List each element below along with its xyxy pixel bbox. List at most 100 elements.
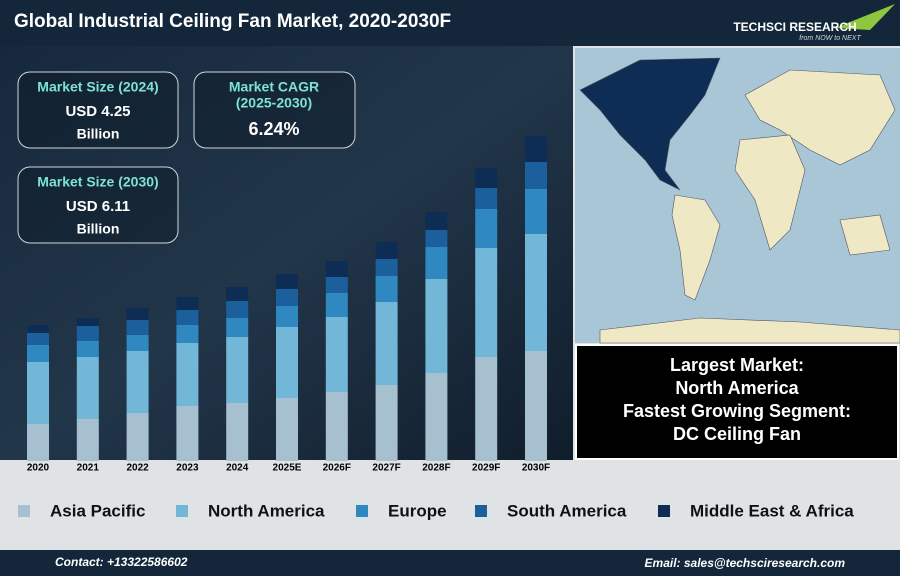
info-line: Largest Market: [670, 355, 804, 375]
legend-swatch [356, 505, 368, 517]
legend-swatch [475, 505, 487, 517]
bar-segment [425, 373, 448, 461]
bar-segment [226, 287, 249, 301]
info-line: North America [675, 378, 799, 398]
bar-segment [325, 277, 348, 293]
bar-segment [525, 234, 547, 351]
bar-segment [276, 289, 298, 306]
kpi-boxes [17, 71, 356, 244]
bar-segment [475, 209, 498, 248]
bar-segment [325, 392, 348, 461]
x-tick-label: 2030F [522, 463, 550, 474]
bar-segment [27, 333, 49, 345]
bar-segment [76, 326, 99, 341]
bar-segment [176, 406, 199, 461]
x-tick-label: 2028F [422, 463, 450, 474]
legend-swatch [176, 505, 188, 517]
bar-segment [276, 274, 298, 289]
info-line: DC Ceiling Fan [673, 424, 801, 444]
kpi-sublabel: (2025-2030) [236, 95, 312, 111]
logo-mark [835, 4, 895, 30]
bar-segment [27, 362, 49, 424]
x-tick-label: 2026F [323, 463, 351, 474]
bar-segment [126, 335, 149, 351]
x-tick-label: 2021 [77, 463, 100, 474]
x-tick-label: 2027F [372, 463, 400, 474]
bar-segment [325, 293, 348, 317]
bar-segment [27, 345, 49, 362]
bar-segment [76, 419, 99, 461]
kpi-label: Market Size (2024) [37, 79, 158, 95]
bar-segment [76, 341, 99, 357]
bar-segment [176, 297, 199, 310]
x-tick-label: 2020 [27, 463, 50, 474]
x-tick-label: 2029F [472, 463, 500, 474]
x-tick-label: 2024 [226, 463, 249, 474]
bar-segment [525, 162, 547, 189]
bar-segment [375, 259, 398, 276]
bar-segment [425, 230, 448, 247]
kpi-value: USD 6.11 [66, 198, 130, 215]
x-tick-label: 2023 [176, 463, 199, 474]
title: Global Industrial Ceiling Fan Market, 20… [14, 11, 451, 32]
bar-segment [176, 325, 199, 343]
kpi-value: USD 4.25 [65, 103, 130, 120]
legend-label: North America [208, 501, 325, 520]
bar-segment [525, 189, 547, 234]
bar-segment [425, 212, 448, 230]
legend-label: Asia Pacific [50, 501, 145, 520]
footer-email: Email: sales@techsciresearch.com [645, 556, 846, 570]
bar-segment [27, 325, 49, 333]
bar-segment [475, 168, 498, 188]
bar-segment [525, 136, 547, 162]
legend-label: South America [507, 501, 627, 520]
bar-segment [226, 301, 249, 318]
bar-segment [176, 310, 199, 325]
bar-segment [475, 357, 498, 461]
bar-segment [126, 413, 149, 461]
bar-segment [375, 242, 398, 259]
bar-segment [425, 247, 448, 279]
kpi-value: 6.24% [248, 119, 299, 139]
kpi-label: Market Size (2030) [37, 174, 158, 190]
footer-contact: Contact: +13322586602 [55, 555, 188, 569]
legend-swatch [18, 505, 30, 517]
bar-segment [325, 317, 348, 392]
bar-segment [475, 248, 498, 357]
bar-segment [325, 261, 348, 277]
bar-segment [126, 351, 149, 413]
legend-label: Europe [388, 501, 447, 520]
bar-segment [425, 279, 448, 373]
kpi-unit: Billion [77, 221, 120, 237]
bar-segment [375, 385, 398, 461]
bar-segment [226, 318, 249, 337]
bar-segment [276, 327, 298, 398]
info-line: Fastest Growing Segment: [623, 401, 851, 421]
footer-bar [0, 550, 900, 576]
bar-segment [226, 403, 249, 461]
info-box [575, 344, 899, 460]
bar-segment [226, 337, 249, 403]
legend-label: Middle East & Africa [690, 501, 854, 520]
bar-segment [375, 276, 398, 302]
bar-segment [475, 188, 498, 209]
bar-segment [27, 424, 49, 461]
bar-segment [126, 308, 149, 320]
logo: TECHSCI RESEARCH [733, 20, 856, 34]
bar-segment [126, 320, 149, 335]
x-tick-label: 2022 [126, 463, 149, 474]
bar-segment [176, 343, 199, 406]
bar-segment [525, 351, 547, 461]
bar-segment [76, 357, 99, 419]
bar-segment [76, 318, 99, 326]
bar-segment [375, 302, 398, 385]
legend-swatch [658, 505, 670, 517]
kpi-unit: Billion [77, 126, 120, 142]
kpi-label: Market CAGR [229, 79, 319, 95]
bar-segment [276, 306, 298, 327]
bar-segment [276, 398, 298, 461]
map-land [579, 57, 900, 344]
header-bar [0, 0, 900, 46]
x-tick-label: 2025E [273, 463, 302, 474]
